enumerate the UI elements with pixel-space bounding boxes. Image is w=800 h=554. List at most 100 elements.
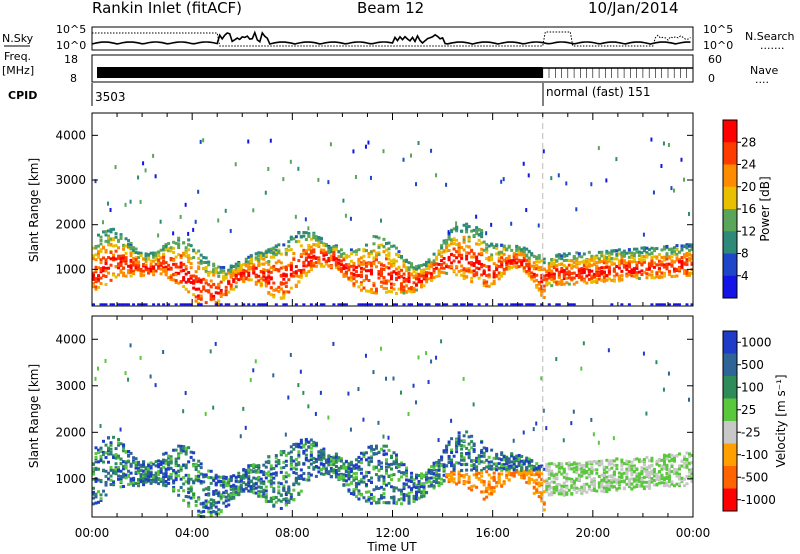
- scatter-cell: [99, 497, 103, 501]
- scatter-cell: [389, 274, 393, 278]
- scatter-cell: [467, 245, 471, 249]
- scatter-cell: [272, 295, 276, 299]
- scatter-cell: [252, 491, 256, 495]
- scatter-cell: [537, 280, 541, 284]
- scatter-cell: [232, 273, 236, 277]
- scatter-cell: [282, 484, 286, 488]
- scatter-cell: [557, 482, 561, 486]
- scatter-cell: [192, 279, 196, 283]
- scatter-cell: [672, 267, 676, 271]
- scatter-cell: [557, 492, 561, 496]
- scatter-cell: [214, 505, 218, 509]
- scatter-cell: [407, 287, 411, 291]
- scatter-cell: [137, 484, 141, 488]
- scatter-cell: [417, 274, 421, 278]
- scatter-cell: [582, 486, 586, 490]
- scatter-cell: [655, 255, 659, 259]
- scatter-cell: [595, 281, 599, 285]
- scatter-cell: [119, 469, 123, 473]
- scatter-cell: [402, 259, 406, 263]
- scatter-cell: [687, 244, 691, 248]
- scatter-cell: [492, 275, 496, 279]
- scatter-cell: [462, 458, 466, 462]
- scatter-cell: [117, 262, 121, 266]
- scatter-cell: [495, 263, 499, 267]
- scatter-cell: [307, 263, 311, 267]
- scatter-cell: [174, 262, 178, 266]
- scatter-cell: [257, 464, 261, 468]
- scatter-cell: [122, 473, 126, 477]
- scatter-cell: [327, 471, 331, 475]
- scatter-cell: [389, 244, 393, 248]
- scatter-cell: [222, 483, 226, 487]
- scatter-cell: [167, 276, 171, 280]
- scatter-cell: [662, 263, 666, 267]
- scatter-cell: [227, 280, 231, 284]
- scatter-cell: [329, 474, 333, 478]
- scatter-cell: [480, 241, 484, 245]
- scatter-cell: [284, 503, 288, 507]
- scatter-cell: [495, 452, 499, 456]
- scatter-cell: [204, 269, 208, 273]
- scatter-cell: [129, 274, 133, 278]
- scatter-cell: [359, 478, 363, 482]
- scatter-cell: [384, 459, 388, 463]
- colorbar-block: [723, 164, 737, 188]
- scatter-cell: [157, 477, 161, 481]
- scatter-cell: [99, 242, 103, 246]
- scatter-cell: [174, 474, 178, 478]
- scatter-cell: [457, 472, 461, 476]
- scatter-cell: [472, 473, 476, 477]
- scatter-cell: [522, 254, 526, 258]
- scatter-cell: [450, 418, 453, 423]
- scatter-cell: [127, 269, 131, 273]
- scatter-cell: [537, 473, 541, 477]
- scatter-cell: [117, 477, 121, 481]
- scatter-cell: [600, 254, 604, 258]
- scatter-cell: [164, 244, 168, 248]
- scatter-cell: [379, 263, 383, 267]
- scatter-cell: [162, 247, 166, 251]
- scatter-cell: [612, 249, 616, 253]
- scatter-cell: [152, 267, 156, 271]
- scatter-cell: [187, 473, 191, 477]
- scatter-cell: [274, 500, 278, 504]
- scatter-cell: [682, 268, 686, 272]
- scatter-cell: [450, 451, 454, 455]
- scatter-cell: [297, 462, 301, 466]
- scatter-cell: [329, 264, 333, 268]
- scatter-cell: [685, 263, 689, 267]
- scatter-cell: [194, 500, 198, 504]
- scatter-cell: [617, 266, 621, 270]
- scatter-cell: [462, 439, 466, 443]
- scatter-cell: [212, 270, 216, 274]
- scatter-cell: [197, 249, 201, 253]
- scatter-cell: [94, 455, 98, 459]
- scatter-cell: [307, 226, 310, 231]
- scatter-cell: [107, 266, 111, 270]
- scatter-cell: [187, 256, 191, 260]
- scatter-cell: [500, 271, 504, 275]
- scatter-cell: [319, 454, 323, 458]
- scatter-cell: [687, 273, 691, 277]
- scatter-cell: [582, 469, 586, 473]
- scatter-cell: [452, 465, 456, 469]
- scatter-cell: [632, 254, 636, 258]
- scatter-cell: [344, 460, 348, 464]
- scatter-cell: [379, 303, 383, 306]
- scatter-cell: [465, 462, 469, 466]
- scatter-cell: [450, 437, 454, 441]
- scatter-cell: [384, 471, 388, 475]
- scatter-cell: [602, 261, 606, 265]
- scatter-cell: [450, 458, 454, 462]
- scatter-cell: [672, 246, 676, 250]
- scatter-cell: [452, 477, 456, 481]
- scatter-cell: [327, 246, 331, 250]
- scatter-cell: [465, 452, 469, 456]
- scatter-cell: [645, 255, 649, 259]
- scatter-cell: [410, 286, 414, 290]
- scatter-cell: [580, 275, 584, 279]
- scatter-cell: [532, 279, 536, 283]
- scatter-cell: [395, 462, 399, 466]
